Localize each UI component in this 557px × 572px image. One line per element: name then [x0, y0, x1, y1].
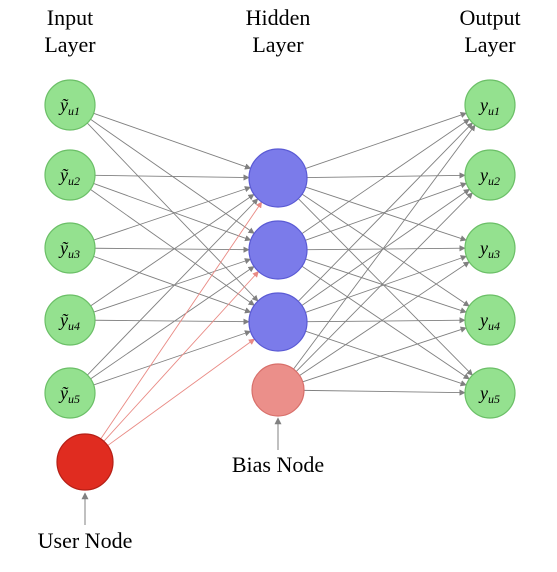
edge	[298, 123, 472, 301]
hidden-node	[249, 149, 307, 207]
hidden-layer-label: Hidden	[246, 5, 311, 30]
output-layer-label-2: Layer	[464, 32, 516, 57]
hidden-node	[249, 293, 307, 351]
user-node	[57, 434, 113, 490]
hidden-layer-label-2: Layer	[252, 32, 304, 57]
edge	[298, 199, 472, 376]
edge	[94, 183, 251, 240]
hidden-node	[249, 221, 307, 279]
bias-annotation-label: Bias Node	[232, 452, 324, 477]
user-annotation-label: User Node	[38, 528, 133, 553]
output-layer-label: Output	[459, 5, 520, 30]
edge	[305, 113, 466, 168]
neural-network-diagram: ỹu1ỹu2ỹu3ỹu4ỹu5yu1yu2yu3yu4yu5InputLayer…	[0, 0, 557, 572]
edge	[90, 189, 254, 305]
edge	[307, 320, 465, 321]
edge	[294, 125, 476, 369]
edge	[87, 199, 257, 375]
input-layer-label: Input	[47, 5, 93, 30]
edge	[300, 262, 470, 376]
edge	[304, 390, 465, 392]
edge	[104, 271, 259, 441]
edge	[94, 331, 251, 385]
bias-node	[252, 364, 304, 416]
input-layer-label-2: Layer	[44, 32, 96, 57]
edge	[94, 187, 251, 240]
edge	[302, 266, 469, 379]
edge	[91, 194, 254, 306]
edge	[302, 194, 469, 306]
edge	[305, 331, 466, 385]
edge	[91, 266, 255, 378]
edge	[94, 113, 251, 168]
edge	[95, 248, 249, 249]
edge	[307, 248, 465, 249]
edge	[302, 189, 470, 305]
edge	[95, 320, 249, 321]
edge	[302, 119, 469, 234]
edge	[303, 328, 467, 382]
